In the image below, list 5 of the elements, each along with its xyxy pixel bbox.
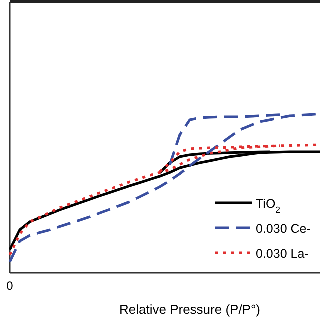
legend-label: TiO$_{2}$ — [256, 197, 281, 215]
legend-label: 0.030 La- — [256, 247, 309, 261]
legend-label: 0.030 Ce- — [256, 222, 311, 236]
text: 0 — [6, 279, 14, 293]
x-axis-title: Relative Pressure (P/P°) — [119, 302, 261, 317]
